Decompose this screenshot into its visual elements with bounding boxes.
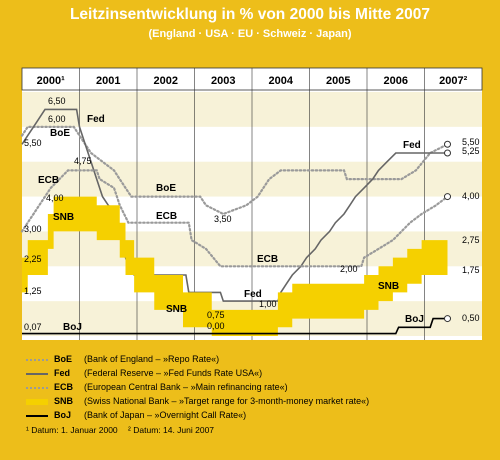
value-label: 2,75: [462, 235, 480, 245]
footnotes: ¹ Datum: 1. Januar 2000 ² Datum: 14. Jun…: [26, 425, 222, 435]
chart-subtitle: (England · USA · EU · Schweiz · Japan): [148, 28, 352, 40]
legend-code: Fed: [54, 368, 71, 378]
year-header-row: 2000¹ 2001 2002 2003 2004 2005 2006 2007²: [21, 67, 483, 340]
series-end-marker: [444, 315, 451, 323]
series-label: SNB: [378, 281, 399, 292]
footnote-2: ² Datum: 14. Juni 2007: [128, 425, 215, 435]
value-label: 6,50: [48, 96, 66, 106]
series-label: BoE: [50, 128, 70, 139]
legend-swatch: [26, 372, 48, 375]
value-label: 4,75: [74, 156, 92, 166]
value-label: 6,00: [48, 114, 66, 124]
value-label: 0,75: [207, 310, 225, 320]
legend-item: BoJ (Bank of Japan – »Overnight Call Rate…: [26, 408, 369, 422]
series-label: ECB: [257, 254, 278, 265]
value-label: 0,07: [24, 322, 42, 332]
chart-title: Leitzinsentwicklung in % von 2000 bis Mi…: [69, 6, 431, 23]
legend-code: SNB: [54, 396, 74, 406]
series-end-marker: [444, 193, 451, 201]
legend-text: (Swiss National Bank – »Target range for…: [84, 396, 370, 406]
value-label: 0,50: [462, 313, 480, 323]
value-label: 0,00: [207, 321, 225, 331]
legend-swatch: [26, 386, 48, 389]
value-label: 1,25: [24, 286, 42, 296]
series-label: BoJ: [63, 322, 82, 333]
year-tick-label: 2006: [384, 75, 408, 87]
year-tick-label: 2000¹: [37, 75, 65, 87]
series-label: BoJ: [405, 314, 424, 325]
year-tick-label: 2002: [154, 75, 178, 87]
legend-text: (Bank of Japan – »Overnight Call Rate«): [84, 410, 247, 420]
legend: BoE (Bank of England – »Repo Rate«) Fed (Fe…: [26, 352, 369, 422]
value-label: 5,50: [24, 138, 42, 148]
series-end-marker: [444, 149, 451, 157]
legend-item: Fed (Federal Reserve – »Fed Funds Rate US…: [26, 366, 369, 380]
legend-swatch: [26, 358, 48, 361]
year-tick-label: 2004: [269, 75, 294, 87]
series-label: Fed: [403, 140, 421, 151]
series-ecb-line: [20, 169, 449, 268]
legend-text: (European Central Bank – »Main refinanci…: [84, 382, 288, 392]
series-boj-line: [22, 317, 448, 335]
legend-text: (Federal Reserve – »Fed Funds Rate USA«): [84, 368, 263, 378]
series-label: SNB: [53, 212, 74, 223]
year-tick-label: 2007²: [439, 75, 467, 87]
series-end-marker: [444, 140, 451, 148]
legend-text: (Bank of England – »Repo Rate«): [84, 354, 220, 364]
legend-item: BoE (Bank of England – »Repo Rate«): [26, 352, 369, 366]
series-label: Fed: [244, 289, 262, 300]
year-tick-label: 2005: [326, 75, 350, 87]
legend-swatch: [26, 414, 48, 417]
legend-item: ECB (European Central Bank – »Main refina…: [26, 380, 369, 394]
value-label: 3,50: [214, 214, 232, 224]
value-label: 1,75: [462, 265, 480, 275]
series-label: BoE: [156, 183, 176, 194]
legend-swatch: [26, 398, 48, 405]
value-label: 1,00: [259, 299, 277, 309]
value-label: 2,25: [24, 254, 42, 264]
legend-item: SNB (Swiss National Bank – »Target range …: [26, 394, 369, 408]
value-label: 5,50: [462, 137, 480, 147]
value-label: 4,00: [46, 193, 64, 203]
value-label: 4,00: [462, 191, 480, 201]
value-label: 3,00: [24, 224, 42, 234]
year-tick-label: 2001: [96, 75, 120, 87]
series-label: ECB: [38, 175, 59, 186]
series-label: Fed: [87, 114, 105, 125]
legend-code: ECB: [54, 382, 74, 392]
series-label: SNB: [166, 304, 187, 315]
series-snb-band: [22, 196, 448, 336]
value-label: 2,00: [340, 264, 358, 274]
series-fed-line: [21, 108, 448, 302]
value-label: 5,25: [462, 146, 480, 156]
legend-code: BoJ: [54, 410, 72, 420]
year-tick-label: 2003: [211, 75, 235, 87]
series-label: ECB: [156, 211, 177, 222]
footnote-1: ¹ Datum: 1. Januar 2000: [26, 425, 118, 435]
legend-code: BoE: [54, 354, 72, 364]
